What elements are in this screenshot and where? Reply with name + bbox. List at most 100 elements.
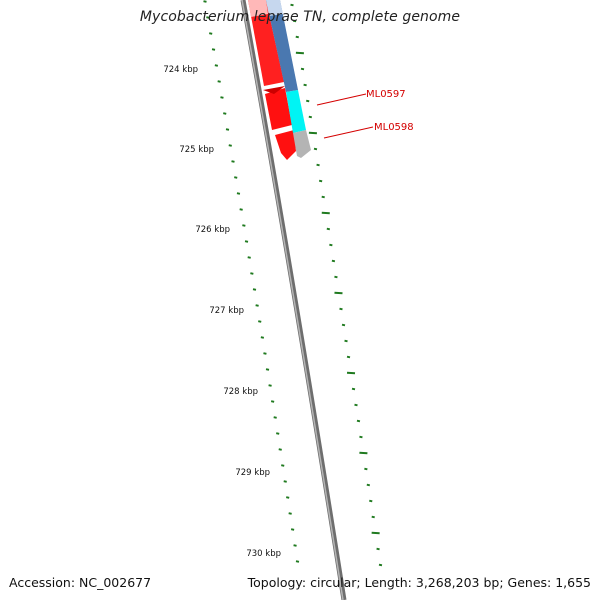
ruler-tick: [339, 307, 343, 311]
leader-line-ML0597: [316, 93, 367, 106]
ruler-tick: [316, 163, 320, 167]
gene-ML0598: [293, 130, 311, 158]
ruler-tick: [281, 464, 285, 467]
ruler-tick: [265, 368, 270, 371]
forward-gene: [275, 130, 296, 160]
ruler-tick: [290, 528, 295, 531]
accession-text: Accession: NC_002677: [9, 575, 152, 590]
ruler-tick: [203, 0, 207, 3]
ruler-tick: [295, 35, 299, 39]
gene-label-ML0598[interactable]: ML0598: [374, 122, 414, 133]
ruler-tick: [239, 208, 243, 211]
ruler-tick: [308, 131, 317, 135]
ruler-tick: [356, 419, 361, 423]
ruler-tick: [286, 496, 290, 499]
ruler-tick: [290, 3, 294, 7]
ruler-tick: [270, 400, 275, 403]
forward-strand-genes: [248, 0, 296, 160]
ruler-tick: [263, 352, 267, 355]
ruler-tick: [308, 115, 313, 119]
ruler-tick: [242, 224, 246, 227]
ruler-tick: [220, 96, 224, 99]
ruler-tick: [369, 499, 373, 503]
ruler-tick: [346, 371, 356, 375]
ruler-ticks: [203, 0, 383, 567]
map-title: Mycobacterium leprae TN, complete genome: [139, 9, 461, 25]
ruler-tick: [273, 416, 277, 419]
ruler-tick: [206, 16, 210, 19]
ruler-tick: [359, 435, 363, 439]
ruler-tick: [255, 304, 259, 307]
ruler-tick: [292, 19, 297, 23]
ruler-tick: [236, 192, 241, 195]
ruler-tick: [344, 339, 348, 343]
ruler-tick: [288, 512, 292, 515]
ruler-tick: [260, 336, 265, 339]
ruler-tick: [217, 80, 221, 83]
reverse-gene: [266, 0, 298, 92]
ruler-tick: [329, 243, 333, 247]
ruler-tick: [234, 176, 238, 179]
ruler-tick: [306, 99, 310, 103]
ruler-tick: [376, 547, 380, 551]
ruler-tick: [321, 211, 330, 215]
ruler-tick: [326, 227, 331, 231]
gene-ML0597: [286, 90, 306, 133]
ruler-tick: [341, 323, 346, 327]
ruler-label: 724 kbp: [163, 65, 198, 75]
ruler-tick: [318, 179, 323, 183]
ruler-tick: [247, 256, 251, 259]
ruler-tick: [223, 112, 227, 115]
ruler-label: 727 kbp: [209, 306, 244, 316]
ruler-tick: [371, 531, 380, 535]
ruler-tick: [378, 563, 383, 567]
ruler-label: 730 kbp: [246, 549, 281, 559]
forward-gene: [248, 0, 284, 86]
genome-summary-text: Topology: circular; Length: 3,268,203 bp…: [247, 575, 591, 590]
ruler-tick: [300, 67, 305, 71]
ruler-tick: [295, 560, 300, 563]
ruler-tick: [331, 259, 336, 263]
ruler-tick: [244, 240, 249, 243]
ruler-tick: [214, 64, 219, 67]
ruler-tick: [228, 144, 232, 147]
ruler-tick: [283, 480, 287, 483]
ruler-tick: [359, 451, 368, 455]
ruler-tick: [250, 272, 254, 275]
ruler-tick: [354, 403, 358, 407]
ruler-tick: [346, 355, 351, 359]
reverse-gene-fade: [266, 0, 283, 16]
forward-gene: [265, 88, 292, 130]
ruler-label: 729 kbp: [235, 468, 270, 478]
genome-backbone: [240, 0, 347, 600]
ruler-tick: [293, 544, 297, 547]
ruler-tick: [278, 448, 282, 451]
ruler-tick: [321, 195, 325, 199]
ruler-label: 728 kbp: [223, 387, 258, 397]
ruler-tick: [334, 275, 338, 279]
ruler-tick: [334, 291, 343, 295]
reverse-strand-genes: [266, 0, 311, 158]
ruler-tick: [366, 483, 371, 487]
ruler-tick: [276, 432, 280, 435]
ruler-tick: [252, 288, 257, 291]
ruler-label: 725 kbp: [179, 145, 214, 155]
genome-backbone-highlight: [241, 0, 344, 600]
ruler-tick: [268, 384, 272, 387]
ruler-label: 726 kbp: [195, 225, 230, 235]
ruler-tick: [351, 387, 356, 391]
ruler-tick: [209, 32, 213, 35]
ruler-tick: [313, 147, 318, 151]
ruler-tick: [364, 467, 368, 471]
ruler-tick: [303, 83, 307, 87]
ruler-tick: [371, 515, 375, 519]
leader-line-ML0598: [323, 126, 374, 139]
ruler-tick: [231, 160, 235, 163]
ruler-tick: [258, 320, 262, 323]
ruler-tick: [295, 51, 304, 55]
ruler-tick: [211, 48, 216, 51]
ruler-tick: [225, 128, 230, 131]
gene-label-ML0597[interactable]: ML0597: [366, 89, 406, 100]
forward-gene-arrowhead: [263, 86, 285, 94]
